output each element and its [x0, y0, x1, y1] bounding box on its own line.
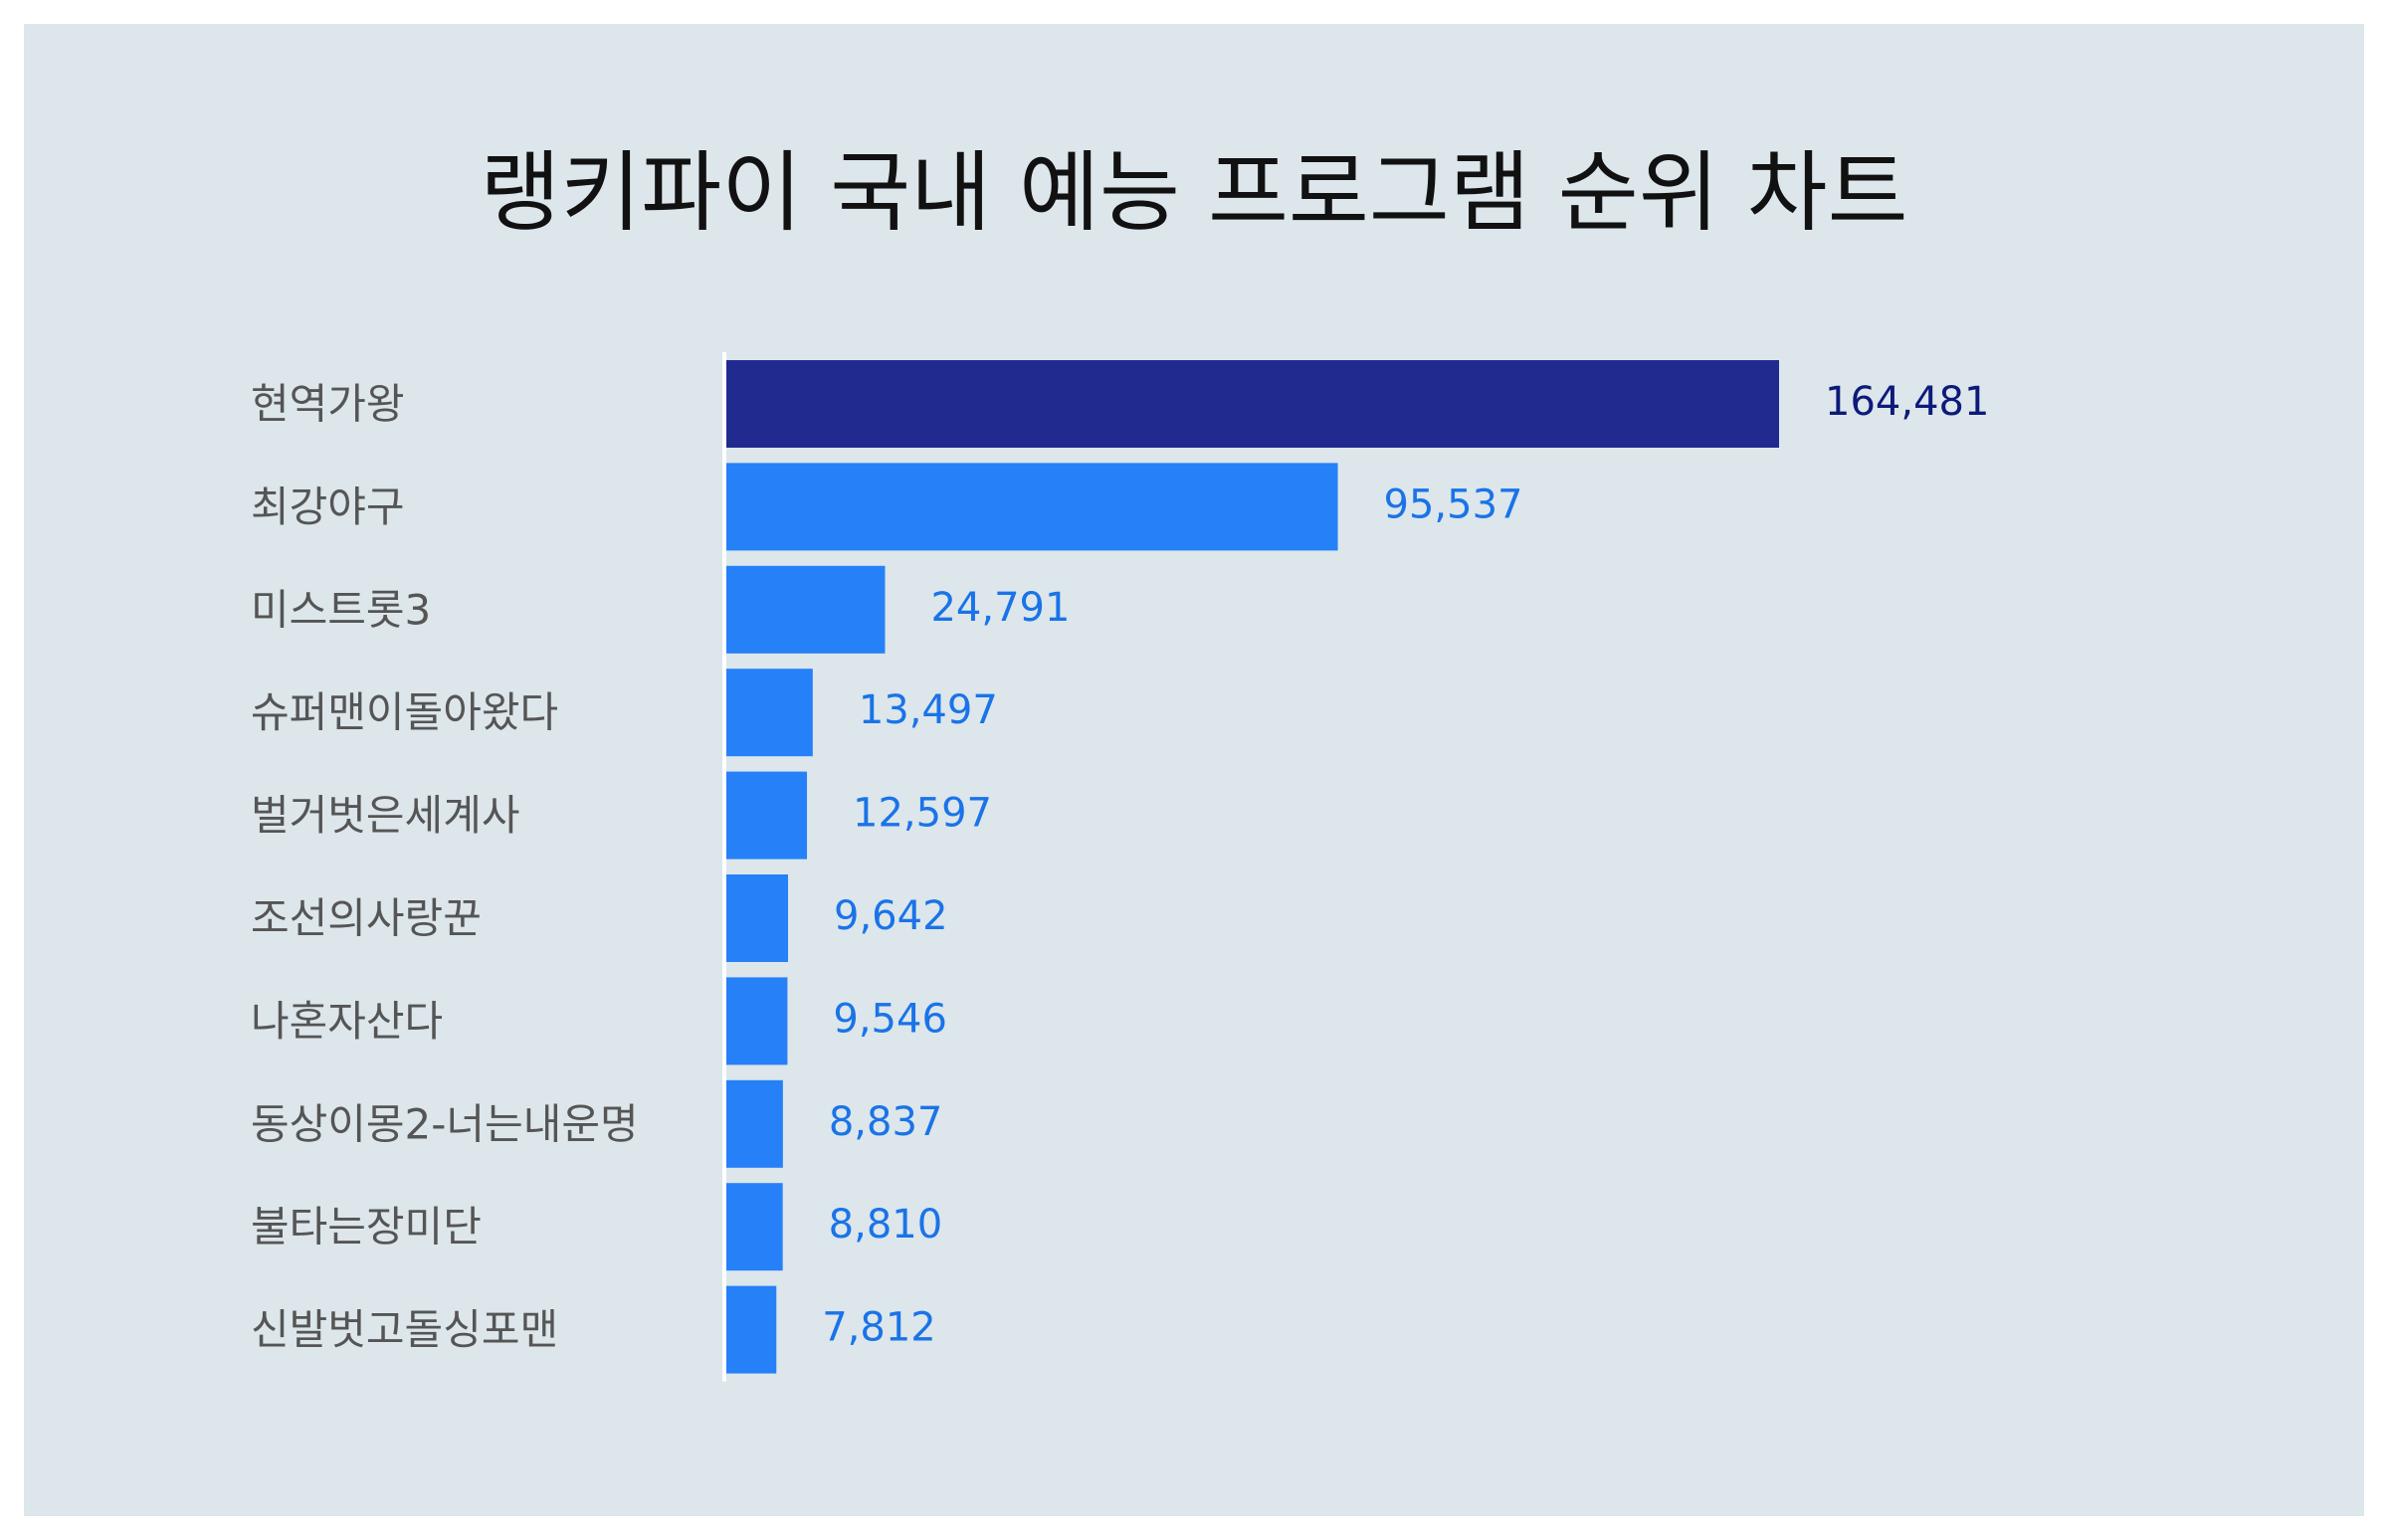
bar-8: [726, 1079, 783, 1168]
bar-3: [726, 565, 886, 654]
category-label-1: 현역가왕: [251, 380, 405, 429]
bar-9: [726, 1183, 783, 1271]
value-label-7: 9,546: [833, 996, 947, 1042]
value-label-3: 24,791: [930, 585, 1070, 631]
category-label-9: 불타는장미단: [251, 1203, 482, 1251]
value-label-8: 8,837: [829, 1099, 943, 1145]
category-label-4: 슈퍼맨이돌아왔다: [251, 688, 558, 737]
bar-7: [726, 977, 788, 1065]
value-label-10: 7,812: [822, 1305, 936, 1351]
category-label-3: 미스트롯3: [251, 585, 431, 634]
chart-panel: [24, 24, 2364, 1516]
bar-5: [726, 771, 808, 860]
value-label-1: 164,481: [1825, 379, 1989, 425]
value-label-9: 8,810: [829, 1202, 943, 1248]
category-label-7: 나혼자산다: [251, 997, 443, 1046]
bar-4: [726, 669, 813, 757]
bar-2: [726, 463, 1338, 551]
category-label-8: 동상이몽2-너는내운명: [251, 1099, 639, 1148]
category-label-10: 신발벗고돌싱포맨: [251, 1305, 558, 1354]
chart-title: 랭키파이 국내 예능 프로그램 순위 차트: [480, 141, 1908, 244]
value-label-6: 9,642: [834, 893, 948, 939]
category-label-5: 벌거벗은세계사: [251, 791, 519, 840]
bar-1: [726, 360, 1779, 448]
bar-10: [726, 1285, 777, 1374]
value-label-4: 13,497: [859, 687, 998, 733]
bar-6: [726, 874, 789, 962]
value-label-2: 95,537: [1384, 481, 1523, 527]
value-label-5: 12,597: [853, 791, 992, 837]
category-label-6: 조선의사랑꾼: [251, 894, 482, 943]
category-label-2: 최강야구: [251, 482, 405, 531]
